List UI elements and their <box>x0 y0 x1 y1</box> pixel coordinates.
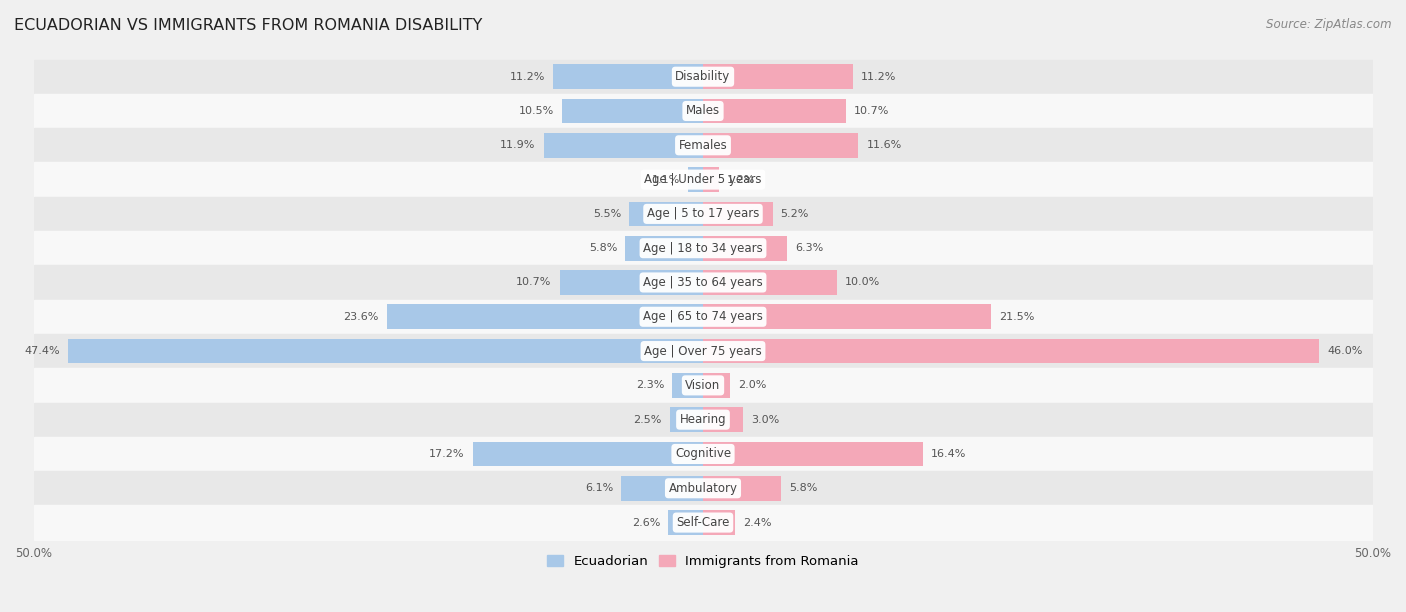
Bar <box>703 304 991 329</box>
Bar <box>703 133 858 158</box>
Bar <box>69 338 703 364</box>
Text: 2.0%: 2.0% <box>738 381 766 390</box>
Bar <box>626 236 703 261</box>
Text: Cognitive: Cognitive <box>675 447 731 460</box>
Text: Age | 5 to 17 years: Age | 5 to 17 years <box>647 207 759 220</box>
Text: 6.3%: 6.3% <box>796 243 824 253</box>
Text: Males: Males <box>686 105 720 118</box>
Bar <box>34 266 1372 300</box>
Text: 6.1%: 6.1% <box>585 483 613 493</box>
Text: Age | 35 to 64 years: Age | 35 to 64 years <box>643 276 763 289</box>
Text: 10.0%: 10.0% <box>845 277 880 288</box>
Text: 2.4%: 2.4% <box>744 518 772 528</box>
Text: 23.6%: 23.6% <box>343 312 380 322</box>
Bar <box>703 236 787 261</box>
Bar <box>34 59 1372 94</box>
Bar <box>703 201 773 226</box>
Text: Age | 18 to 34 years: Age | 18 to 34 years <box>643 242 763 255</box>
Bar <box>34 94 1372 128</box>
Bar <box>34 128 1372 162</box>
Bar <box>669 408 703 432</box>
Bar <box>472 442 703 466</box>
Text: 1.1%: 1.1% <box>652 174 681 185</box>
Text: Females: Females <box>679 139 727 152</box>
Bar <box>34 196 1372 231</box>
Text: Age | Under 5 years: Age | Under 5 years <box>644 173 762 186</box>
Text: 5.8%: 5.8% <box>789 483 817 493</box>
Text: 2.3%: 2.3% <box>636 381 664 390</box>
Text: 21.5%: 21.5% <box>998 312 1035 322</box>
Text: 17.2%: 17.2% <box>429 449 464 459</box>
Text: 2.5%: 2.5% <box>633 415 661 425</box>
Text: 16.4%: 16.4% <box>931 449 966 459</box>
Text: 5.8%: 5.8% <box>589 243 617 253</box>
Text: 2.6%: 2.6% <box>631 518 661 528</box>
Bar <box>34 334 1372 368</box>
Text: 11.9%: 11.9% <box>501 140 536 151</box>
Bar <box>703 408 744 432</box>
Bar <box>703 64 853 89</box>
Text: 1.2%: 1.2% <box>727 174 755 185</box>
Bar <box>34 437 1372 471</box>
Bar <box>553 64 703 89</box>
Bar <box>703 167 718 192</box>
Text: Age | Over 75 years: Age | Over 75 years <box>644 345 762 357</box>
Bar <box>621 476 703 501</box>
Text: 11.2%: 11.2% <box>509 72 546 82</box>
Bar <box>34 300 1372 334</box>
Bar <box>703 338 1319 364</box>
Bar <box>703 476 780 501</box>
Text: ECUADORIAN VS IMMIGRANTS FROM ROMANIA DISABILITY: ECUADORIAN VS IMMIGRANTS FROM ROMANIA DI… <box>14 18 482 34</box>
Bar <box>668 510 703 535</box>
Bar <box>689 167 703 192</box>
Text: 3.0%: 3.0% <box>751 415 779 425</box>
Text: Ambulatory: Ambulatory <box>668 482 738 494</box>
Text: 11.6%: 11.6% <box>866 140 901 151</box>
Bar <box>703 99 846 124</box>
Bar <box>703 510 735 535</box>
Bar <box>562 99 703 124</box>
Bar <box>672 373 703 398</box>
Text: 5.5%: 5.5% <box>593 209 621 219</box>
Bar <box>387 304 703 329</box>
Text: Disability: Disability <box>675 70 731 83</box>
Bar <box>703 270 837 295</box>
Text: 11.2%: 11.2% <box>860 72 897 82</box>
Text: Age | 65 to 74 years: Age | 65 to 74 years <box>643 310 763 323</box>
Bar <box>34 231 1372 266</box>
Bar <box>544 133 703 158</box>
Text: Source: ZipAtlas.com: Source: ZipAtlas.com <box>1267 18 1392 31</box>
Bar <box>34 506 1372 540</box>
Bar <box>560 270 703 295</box>
Text: 10.7%: 10.7% <box>516 277 551 288</box>
Bar <box>34 162 1372 196</box>
Bar <box>34 368 1372 403</box>
Text: Self-Care: Self-Care <box>676 516 730 529</box>
Text: 10.7%: 10.7% <box>855 106 890 116</box>
Text: Vision: Vision <box>685 379 721 392</box>
Text: 46.0%: 46.0% <box>1327 346 1362 356</box>
Text: 5.2%: 5.2% <box>780 209 808 219</box>
Text: 47.4%: 47.4% <box>25 346 60 356</box>
Text: Hearing: Hearing <box>679 413 727 426</box>
Text: 10.5%: 10.5% <box>519 106 554 116</box>
Bar <box>703 442 922 466</box>
Bar <box>630 201 703 226</box>
Bar <box>34 471 1372 506</box>
Bar <box>34 403 1372 437</box>
Legend: Ecuadorian, Immigrants from Romania: Ecuadorian, Immigrants from Romania <box>541 550 865 573</box>
Bar <box>703 373 730 398</box>
